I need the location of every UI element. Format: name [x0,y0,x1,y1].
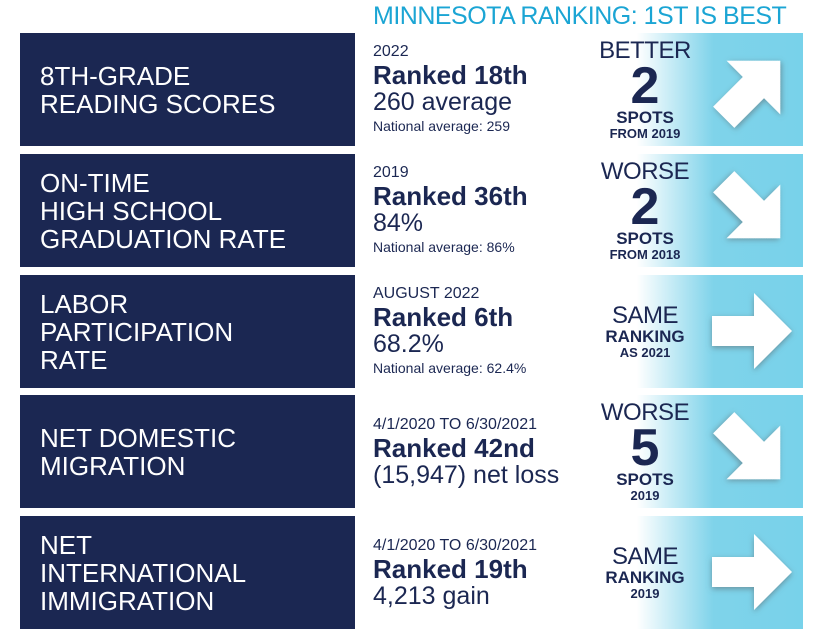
change-summary: BETTER 2 SPOTS FROM 2019 [590,33,700,146]
arrow-up-right-icon [713,60,781,128]
national-average: National average: 259 [373,117,510,134]
metric-label-line: 8TH-GRADE [40,60,191,91]
spots-label: SPOTS [616,107,674,127]
metric-label-line: NET [40,529,92,560]
change-panel: BETTER 2 SPOTS FROM 2019 [590,33,803,146]
metric-label-line: RATE [40,344,108,375]
ranking-row: NET INTERNATIONAL IMMIGRATION 4/1/2020 TO … [0,516,816,629]
metric-details: AUGUST 2022 Ranked 6th 68.2% National av… [373,275,593,388]
period: 2019 [373,163,409,181]
comparison-year: FROM 2019 [609,125,681,141]
chart-title: MINNESOTA RANKING: 1ST IS BEST [373,2,787,30]
arrow-right-icon [712,534,792,610]
period: 4/1/2020 TO 6/30/2021 [373,536,537,554]
rank: Ranked 18th [373,59,528,90]
comparison-year: AS 2021 [619,344,671,360]
metric-label-line: IMMIGRATION [40,585,215,616]
change-direction: WORSE [600,157,690,185]
change-summary: SAME RANKING 2019 [590,516,700,629]
rank: Ranked 42nd [373,432,535,463]
spots-number: 2 [630,56,660,115]
metric-label-line: READING SCORES [40,88,276,119]
spots-number: 2 [630,177,660,236]
metric-label-line: MIGRATION [40,450,186,481]
metric-label-line: GRADUATION RATE [40,223,287,254]
value: 68.2% [373,329,444,358]
comparison-year: 2019 [630,585,660,601]
spots-label: RANKING [605,567,685,587]
change-direction: SAME [611,301,679,329]
ranking-row: LABOR PARTICIPATION RATE AUGUST 2022 Ranke… [0,275,816,388]
metric-label: ON-TIME HIGH SCHOOL GRADUATION RATE [20,154,355,267]
change-summary: SAME RANKING AS 2021 [590,275,700,388]
ranking-row: ON-TIME HIGH SCHOOL GRADUATION RATE 2019 R… [0,154,816,267]
spots-label: RANKING [605,326,685,346]
change-summary: WORSE 2 SPOTS FROM 2018 [590,154,700,267]
rank: Ranked 6th [373,301,514,332]
metric-label: NET INTERNATIONAL IMMIGRATION [20,516,355,629]
period: AUGUST 2022 [373,284,480,302]
change-panel: SAME RANKING 2019 [590,516,803,629]
metric-label-line: LABOR [40,288,129,319]
metric-details: 4/1/2020 TO 6/30/2021 Ranked 19th 4,213 … [373,516,593,629]
change-direction: BETTER [599,36,691,64]
national-average: National average: 62.4% [373,359,527,376]
change-summary: WORSE 5 SPOTS 2019 [590,395,700,508]
arrow-down-right-icon [713,171,781,239]
metric-label: NET DOMESTIC MIGRATION [20,395,355,508]
change-direction: SAME [611,542,679,570]
spots-number: 5 [630,418,660,477]
metric-label-line: ON-TIME [40,167,150,198]
metric-label-line: PARTICIPATION [40,316,234,347]
rank: Ranked 36th [373,180,528,211]
metric-details: 2019 Ranked 36th 84% National average: 8… [373,154,593,267]
change-panel: SAME RANKING AS 2021 [590,275,803,388]
comparison-year: FROM 2018 [609,246,681,262]
metric-details: 4/1/2020 TO 6/30/2021 Ranked 42nd (15,94… [373,395,593,508]
arrow-down-right-icon [713,412,781,480]
metric-details: 2022 Ranked 18th 260 average National av… [373,33,593,146]
spots-label: SPOTS [616,228,674,248]
change-direction: WORSE [600,398,690,426]
period: 4/1/2020 TO 6/30/2021 [373,415,537,433]
value: 260 average [373,87,513,116]
ranking-row: NET DOMESTIC MIGRATION 4/1/2020 TO 6/30/2… [0,395,816,508]
rank: Ranked 19th [373,553,528,584]
metric-label-line: HIGH SCHOOL [40,195,223,226]
metric-label: 8TH-GRADE READING SCORES [20,33,355,146]
change-panel: WORSE 5 SPOTS 2019 [590,395,803,508]
metric-label-line: NET DOMESTIC [40,422,236,453]
national-average: National average: 86% [373,238,515,255]
metric-label-line: INTERNATIONAL [40,557,247,588]
comparison-year: 2019 [630,487,660,503]
change-panel: WORSE 2 SPOTS FROM 2018 [590,154,803,267]
value: 4,213 gain [373,581,490,610]
period: 2022 [373,42,409,60]
metric-label: LABOR PARTICIPATION RATE [20,275,355,388]
arrow-right-icon [712,293,792,369]
ranking-row: 8TH-GRADE READING SCORES 2022 Ranked 18th… [0,33,816,146]
spots-label: SPOTS [616,469,674,489]
value: (15,947) net loss [373,460,560,489]
value: 84% [373,208,424,237]
